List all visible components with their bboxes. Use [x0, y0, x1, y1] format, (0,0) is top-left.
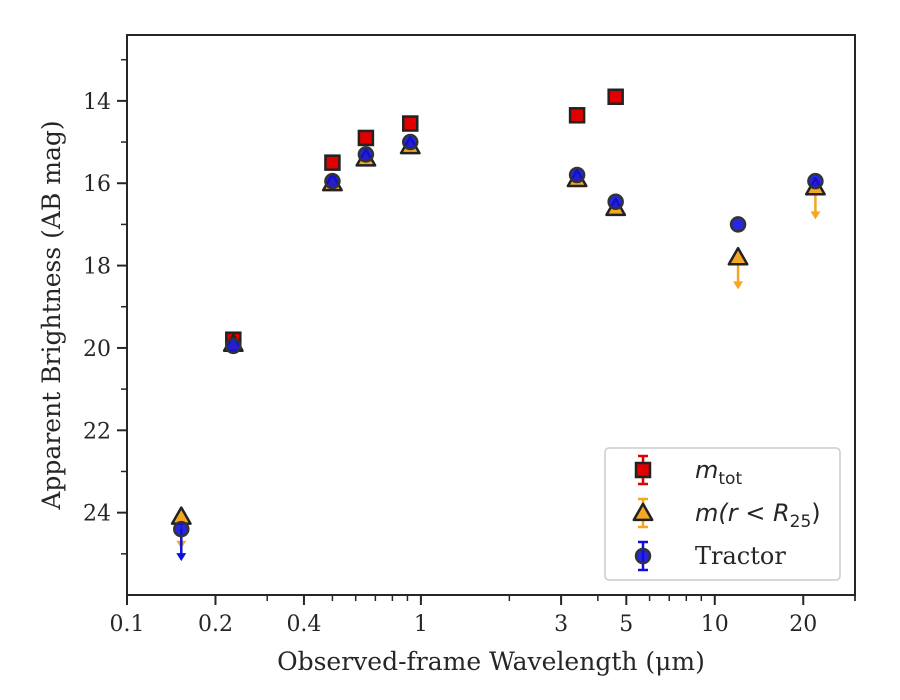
legend-label: mtot	[695, 456, 742, 489]
data-point-mtot	[401, 115, 419, 132]
data-point-mtot	[568, 107, 586, 124]
y-axis: 14 16 18 20 22 24	[83, 58, 127, 555]
plot-frame	[126, 34, 856, 596]
upper-limit-arrow-head	[176, 553, 187, 562]
plot-marks	[170, 88, 826, 562]
series-mtot	[225, 88, 624, 348]
data-point-tractor	[173, 520, 190, 538]
data-point-mtot	[607, 88, 624, 106]
x-axis: 0.1 0.2 0.4 1 3 5 10 20	[110, 595, 856, 637]
legend: mtot m(r < R25) Tractor	[604, 447, 841, 581]
x-axis-label: Observed-frame Wavelength (μm)	[277, 647, 705, 676]
x-tick-label: 10	[701, 612, 729, 637]
data-point-tractor	[807, 172, 824, 190]
data-point-tractor	[729, 216, 747, 233]
data-point-tractor	[324, 172, 341, 190]
y-tick-label: 18	[83, 255, 111, 280]
data-point-tractor	[568, 166, 586, 184]
x-tick-label: 3	[554, 612, 568, 637]
y-tick-label: 24	[83, 502, 111, 527]
x-tick-label: 5	[619, 612, 633, 637]
legend-box	[604, 447, 841, 581]
data-point-mtot	[357, 129, 375, 147]
y-tick-label: 16	[83, 172, 111, 197]
upper-limit-arrow-head	[733, 281, 744, 290]
legend-label: m(r < R25)	[695, 499, 821, 532]
legend-marker-mr25	[632, 502, 654, 522]
legend-label: Tractor	[695, 542, 786, 570]
x-tick-label: 0.1	[110, 612, 145, 637]
data-point-tractor	[401, 133, 419, 151]
data-point-tractor	[225, 337, 242, 355]
data-point-tractor	[357, 146, 375, 163]
y-tick-label: 22	[83, 419, 111, 444]
upper-limit-arrow-head	[810, 211, 821, 220]
data-point-mtot	[324, 154, 341, 171]
series-tractor	[173, 133, 824, 562]
y-axis-label: Apparent Brightness (AB mag)	[37, 120, 66, 510]
x-tick-label: 0.2	[198, 612, 233, 637]
y-tick-label: 20	[83, 337, 111, 362]
x-tick-label: 1	[414, 612, 428, 637]
x-tick-label: 0.4	[286, 612, 321, 637]
data-point-tractor	[607, 193, 624, 211]
data-point-mr25	[727, 246, 749, 266]
legend-marker-mtot	[634, 461, 652, 479]
legend-marker-tractor	[634, 547, 652, 565]
x-tick-label: 20	[789, 612, 817, 637]
y-tick-label: 14	[83, 90, 111, 115]
